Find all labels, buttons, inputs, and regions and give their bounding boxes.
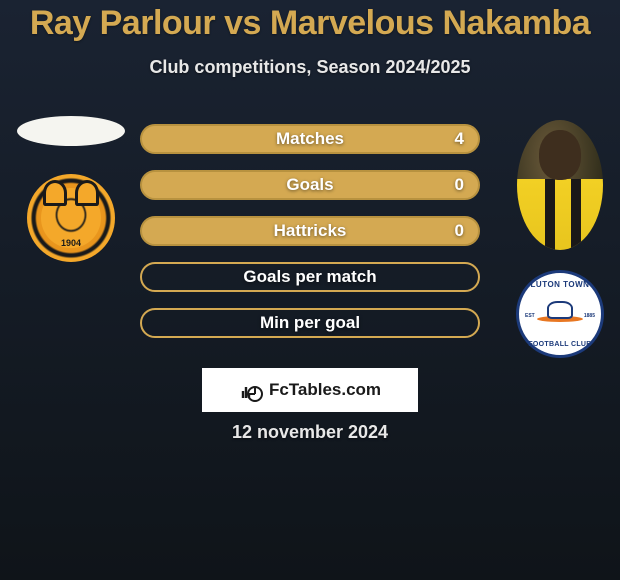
date-text: 12 november 2024 (0, 422, 620, 443)
stat-value: 0 (455, 175, 464, 195)
stat-label: Goals per match (243, 267, 376, 287)
stat-bar-hattricks: Hattricks 0 (140, 216, 480, 246)
attribution-text: FcTables.com (269, 380, 381, 400)
right-club-top-text: LUTON TOWN (531, 280, 590, 289)
left-club-badge: 1904 (27, 174, 115, 262)
comparison-title: Ray Parlour vs Marvelous Nakamba (0, 0, 620, 43)
right-club-est: EST (525, 313, 535, 319)
stat-label: Min per goal (260, 313, 360, 333)
stat-bar-goals: Goals 0 (140, 170, 480, 200)
stat-label: Hattricks (274, 221, 347, 241)
right-club-badge: LUTON TOWN EST 1885 FOOTBALL CLUB (516, 270, 604, 358)
right-club-year: 1885 (584, 313, 595, 319)
right-player-photo (517, 120, 603, 250)
left-player-column: 1904 (16, 116, 126, 262)
fctables-icon (239, 378, 263, 402)
stat-value: 0 (455, 221, 464, 241)
hat-icon (537, 300, 583, 328)
player-head (539, 130, 581, 180)
stat-value: 4 (455, 129, 464, 149)
left-club-year: 1904 (61, 238, 81, 248)
stat-label: Goals (286, 175, 333, 195)
stat-bar-matches: Matches 4 (140, 124, 480, 154)
comparison-subtitle: Club competitions, Season 2024/2025 (0, 57, 620, 78)
jersey-icon (517, 179, 603, 251)
right-club-bottom-text: FOOTBALL CLUB (528, 341, 591, 348)
jersey-stripe (571, 179, 581, 251)
attribution-box: FcTables.com (202, 368, 418, 412)
left-player-photo-placeholder (17, 116, 125, 146)
stat-label: Matches (276, 129, 344, 149)
jersey-stripe (545, 179, 555, 251)
stats-bars: Matches 4 Goals 0 Hattricks 0 Goals per … (140, 124, 480, 354)
stat-bar-min-per-goal: Min per goal (140, 308, 480, 338)
stat-bar-goals-per-match: Goals per match (140, 262, 480, 292)
right-player-column: LUTON TOWN EST 1885 FOOTBALL CLUB (512, 120, 608, 358)
